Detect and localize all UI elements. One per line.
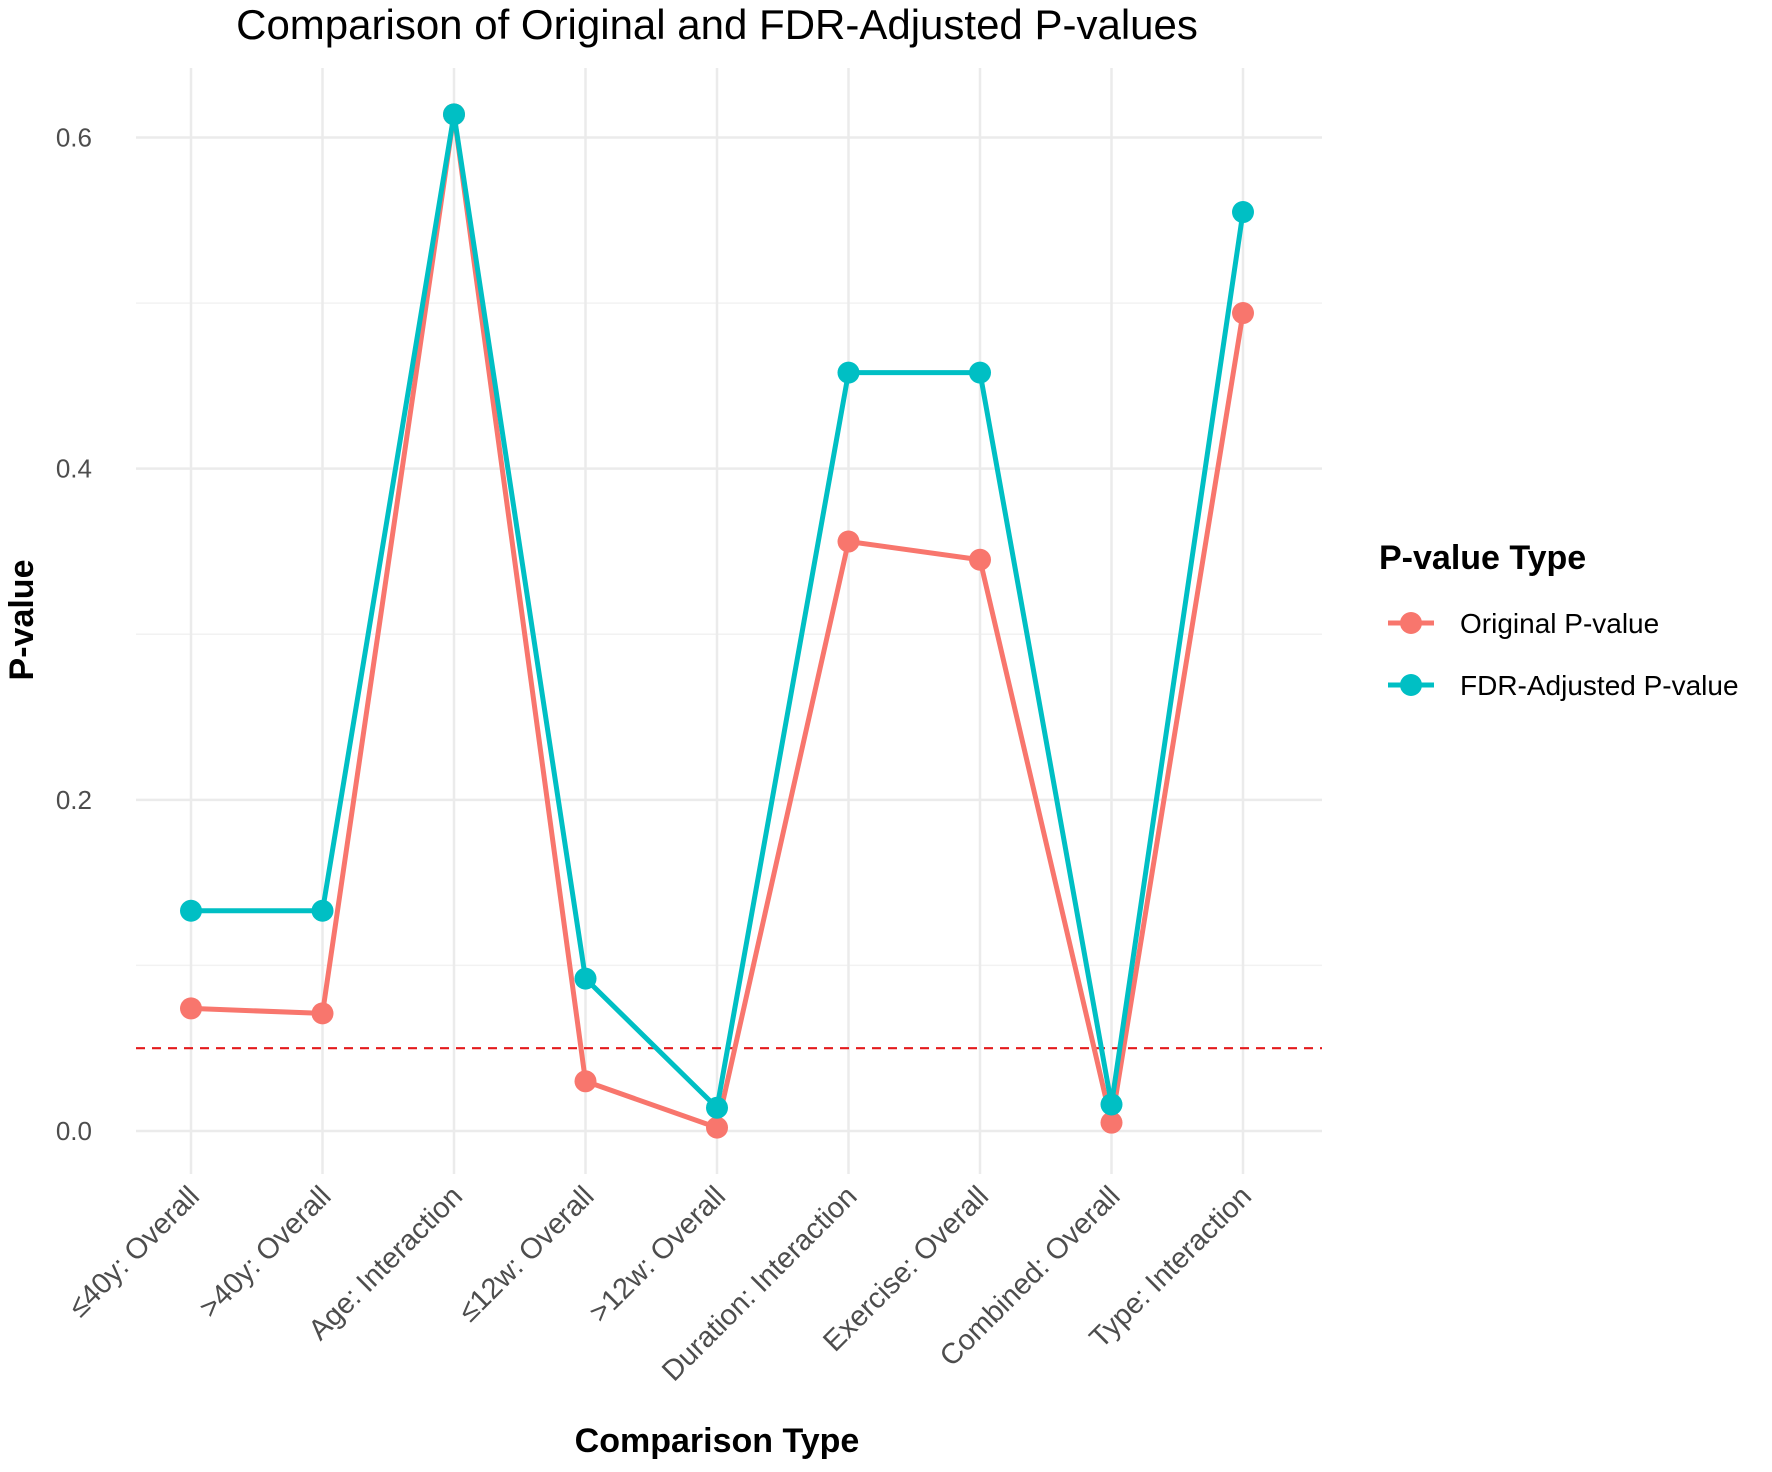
series-layer — [180, 103, 1254, 1139]
legend-entry: FDR-Adjusted P-value — [1388, 670, 1739, 701]
legend-title: P-value Type — [1379, 539, 1586, 577]
data-point — [1232, 201, 1254, 224]
y-axis-title: P-value — [3, 560, 41, 681]
x-tick-label: >12w: Overall — [583, 1180, 732, 1329]
x-axis-title: Comparison Type — [575, 1422, 860, 1460]
y-tick-label: 0.2 — [56, 785, 92, 815]
x-tick-label: ≤40y: Overall — [63, 1180, 206, 1323]
legend-entries: Original P-value FDR-Adjusted P-value — [1388, 608, 1739, 701]
data-point — [443, 103, 465, 126]
legend-entry: Original P-value — [1388, 608, 1659, 639]
data-point — [311, 1002, 334, 1025]
chart-title: Comparison of Original and FDR-Adjusted … — [236, 1, 1198, 48]
y-axis-ticks: 0.0 0.2 0.4 0.6 — [56, 123, 92, 1146]
data-point — [706, 1116, 728, 1139]
data-point — [574, 1070, 597, 1093]
data-point — [837, 530, 860, 553]
data-point — [180, 997, 202, 1020]
grid — [136, 68, 1322, 1174]
data-point — [969, 548, 991, 571]
y-tick-label: 0.4 — [56, 454, 92, 484]
data-point — [837, 361, 860, 384]
x-tick-label: >40y: Overall — [193, 1180, 337, 1324]
legend-key-point — [1400, 612, 1422, 634]
legend-label: Original P-value — [1460, 608, 1659, 639]
data-point — [574, 967, 597, 990]
series-fdr-adjusted — [180, 103, 1254, 1119]
data-point — [706, 1096, 728, 1119]
y-tick-label: 0.6 — [56, 123, 92, 153]
data-point — [969, 361, 991, 384]
legend: P-value Type Original P-value FDR-Adjuste… — [1379, 539, 1739, 701]
data-point — [180, 899, 202, 922]
data-point — [311, 899, 334, 922]
legend-label: FDR-Adjusted P-value — [1460, 670, 1739, 701]
data-point — [1232, 302, 1254, 325]
legend-key-point — [1400, 674, 1422, 696]
data-point — [1100, 1111, 1123, 1134]
x-tick-label: ≤12w: Overall — [453, 1180, 601, 1328]
y-tick-label: 0.0 — [56, 1116, 92, 1146]
data-point — [1100, 1093, 1123, 1116]
